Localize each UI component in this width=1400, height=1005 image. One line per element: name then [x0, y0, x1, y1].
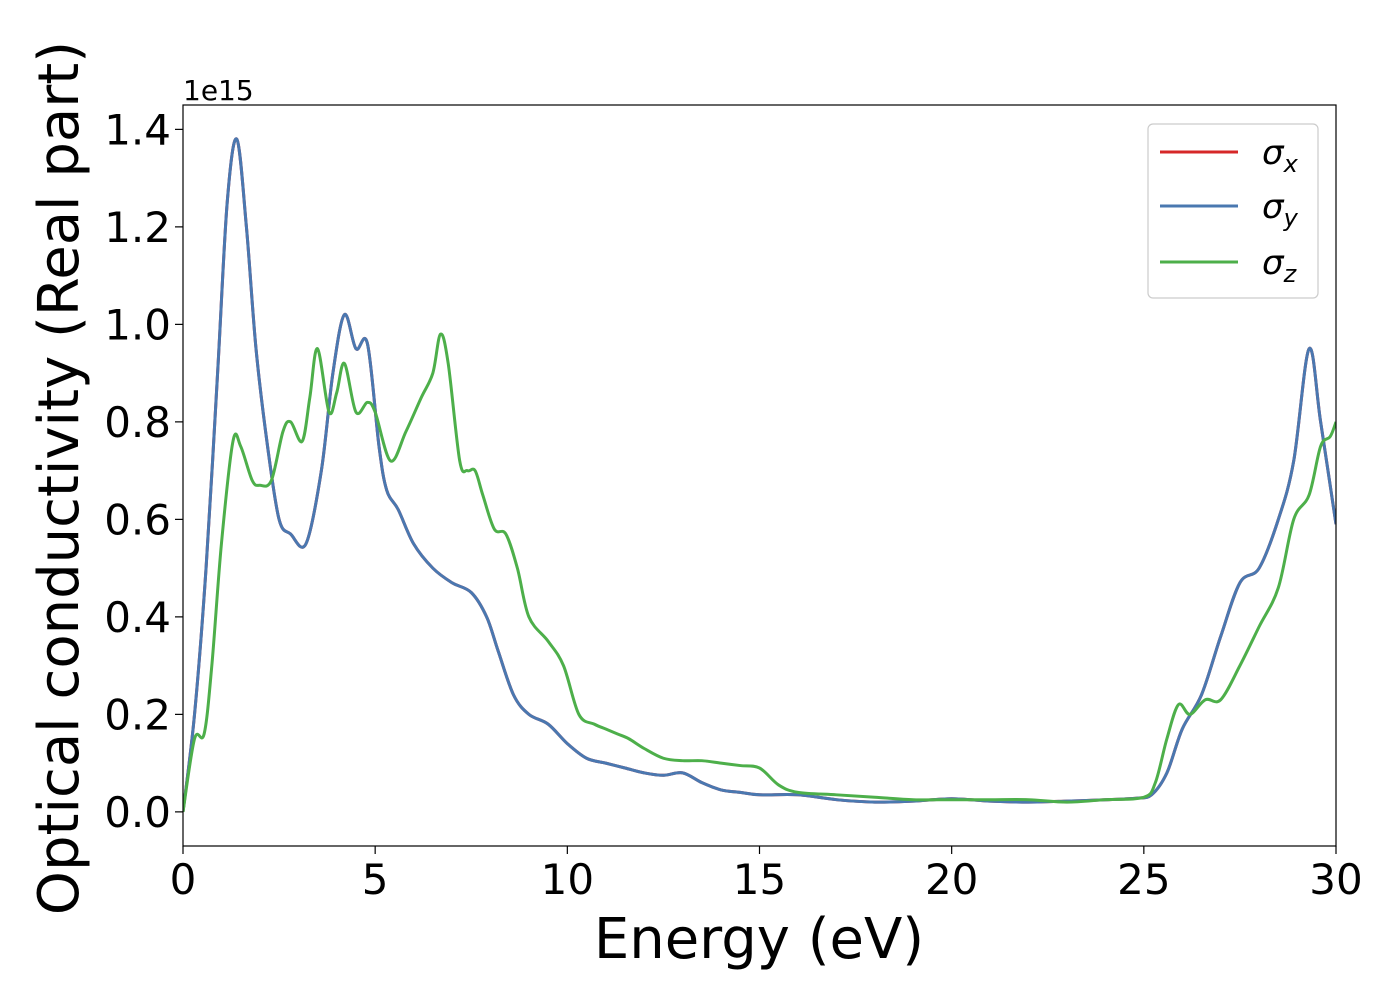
legend-box [1147, 123, 1319, 299]
y-tick-label: 1.2 [104, 203, 171, 252]
legend-subscript: z [1283, 260, 1298, 288]
x-axis-ticks: 0 5 10 15 20 25 30 [170, 846, 1363, 904]
y-tick-label: 1.0 [104, 300, 171, 349]
legend-subscript: x [1283, 150, 1299, 178]
y-tick-label: 0.2 [104, 690, 171, 739]
x-axis-title: Energy (eV) [594, 907, 924, 972]
y-tick-label: 0.6 [104, 495, 171, 544]
y-tick-label: 0.0 [104, 788, 171, 837]
x-tick-label: 30 [1309, 855, 1362, 904]
series-line-z [183, 332, 1336, 813]
y-axis-ticks: 0.0 0.2 0.4 0.6 0.8 1.0 1.2 1.4 [104, 105, 183, 837]
y-offset-label: 1e15 [183, 74, 254, 107]
x-tick-label: 25 [1117, 855, 1170, 904]
legend-symbol: σ [1262, 133, 1285, 173]
legend-label-x: σx [1262, 133, 1299, 178]
plot-lines [183, 137, 1336, 813]
legend-label-y: σy [1262, 187, 1299, 232]
x-tick-label: 0 [170, 855, 197, 904]
legend-symbol: σ [1262, 187, 1285, 227]
x-tick-label: 10 [541, 855, 594, 904]
y-axis-title: Optical conductivity (Real part) [27, 41, 92, 915]
x-tick-label: 20 [925, 855, 978, 904]
x-tick-label: 5 [362, 855, 389, 904]
legend-subscript: y [1283, 204, 1299, 232]
y-tick-label: 1.4 [104, 105, 171, 154]
legend-label-z: σz [1262, 243, 1298, 288]
y-tick-label: 0.4 [104, 593, 171, 642]
series-line-y [183, 137, 1336, 813]
y-tick-label: 0.8 [104, 398, 171, 447]
legend-symbol: σ [1262, 243, 1285, 283]
x-tick-label: 15 [733, 855, 786, 904]
